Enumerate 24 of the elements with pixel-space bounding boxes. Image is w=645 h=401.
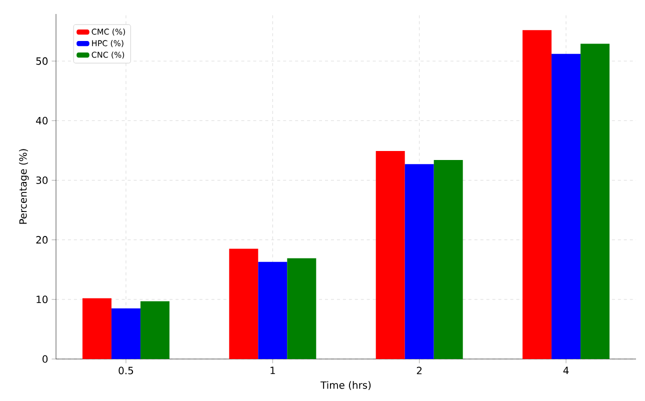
bar: [552, 54, 581, 359]
bar: [229, 248, 258, 359]
x-tick-label: 1: [270, 366, 275, 374]
bar: [522, 30, 552, 359]
x-tick-label: 4: [563, 366, 569, 374]
y-axis-title: Percentage (%): [19, 149, 29, 224]
y-tick-label: 50: [36, 57, 48, 65]
bar: [434, 160, 463, 359]
bar: [258, 262, 288, 359]
x-tick-label: 2: [416, 366, 422, 374]
y-tick-label: 40: [36, 116, 48, 124]
bar: [376, 151, 405, 359]
y-tick-label: 0: [42, 355, 48, 363]
y-tick-label: 30: [36, 176, 48, 184]
bar: [404, 164, 434, 359]
bar: [111, 308, 140, 359]
x-tick-label: 0.5: [118, 366, 134, 374]
bar: [287, 258, 316, 359]
bar: [140, 301, 170, 359]
bar: [82, 298, 112, 359]
y-tick-label: 10: [36, 296, 48, 304]
x-axis-title: Time (hrs): [320, 381, 371, 390]
bar: [580, 44, 610, 359]
y-tick-label: 20: [36, 236, 48, 244]
